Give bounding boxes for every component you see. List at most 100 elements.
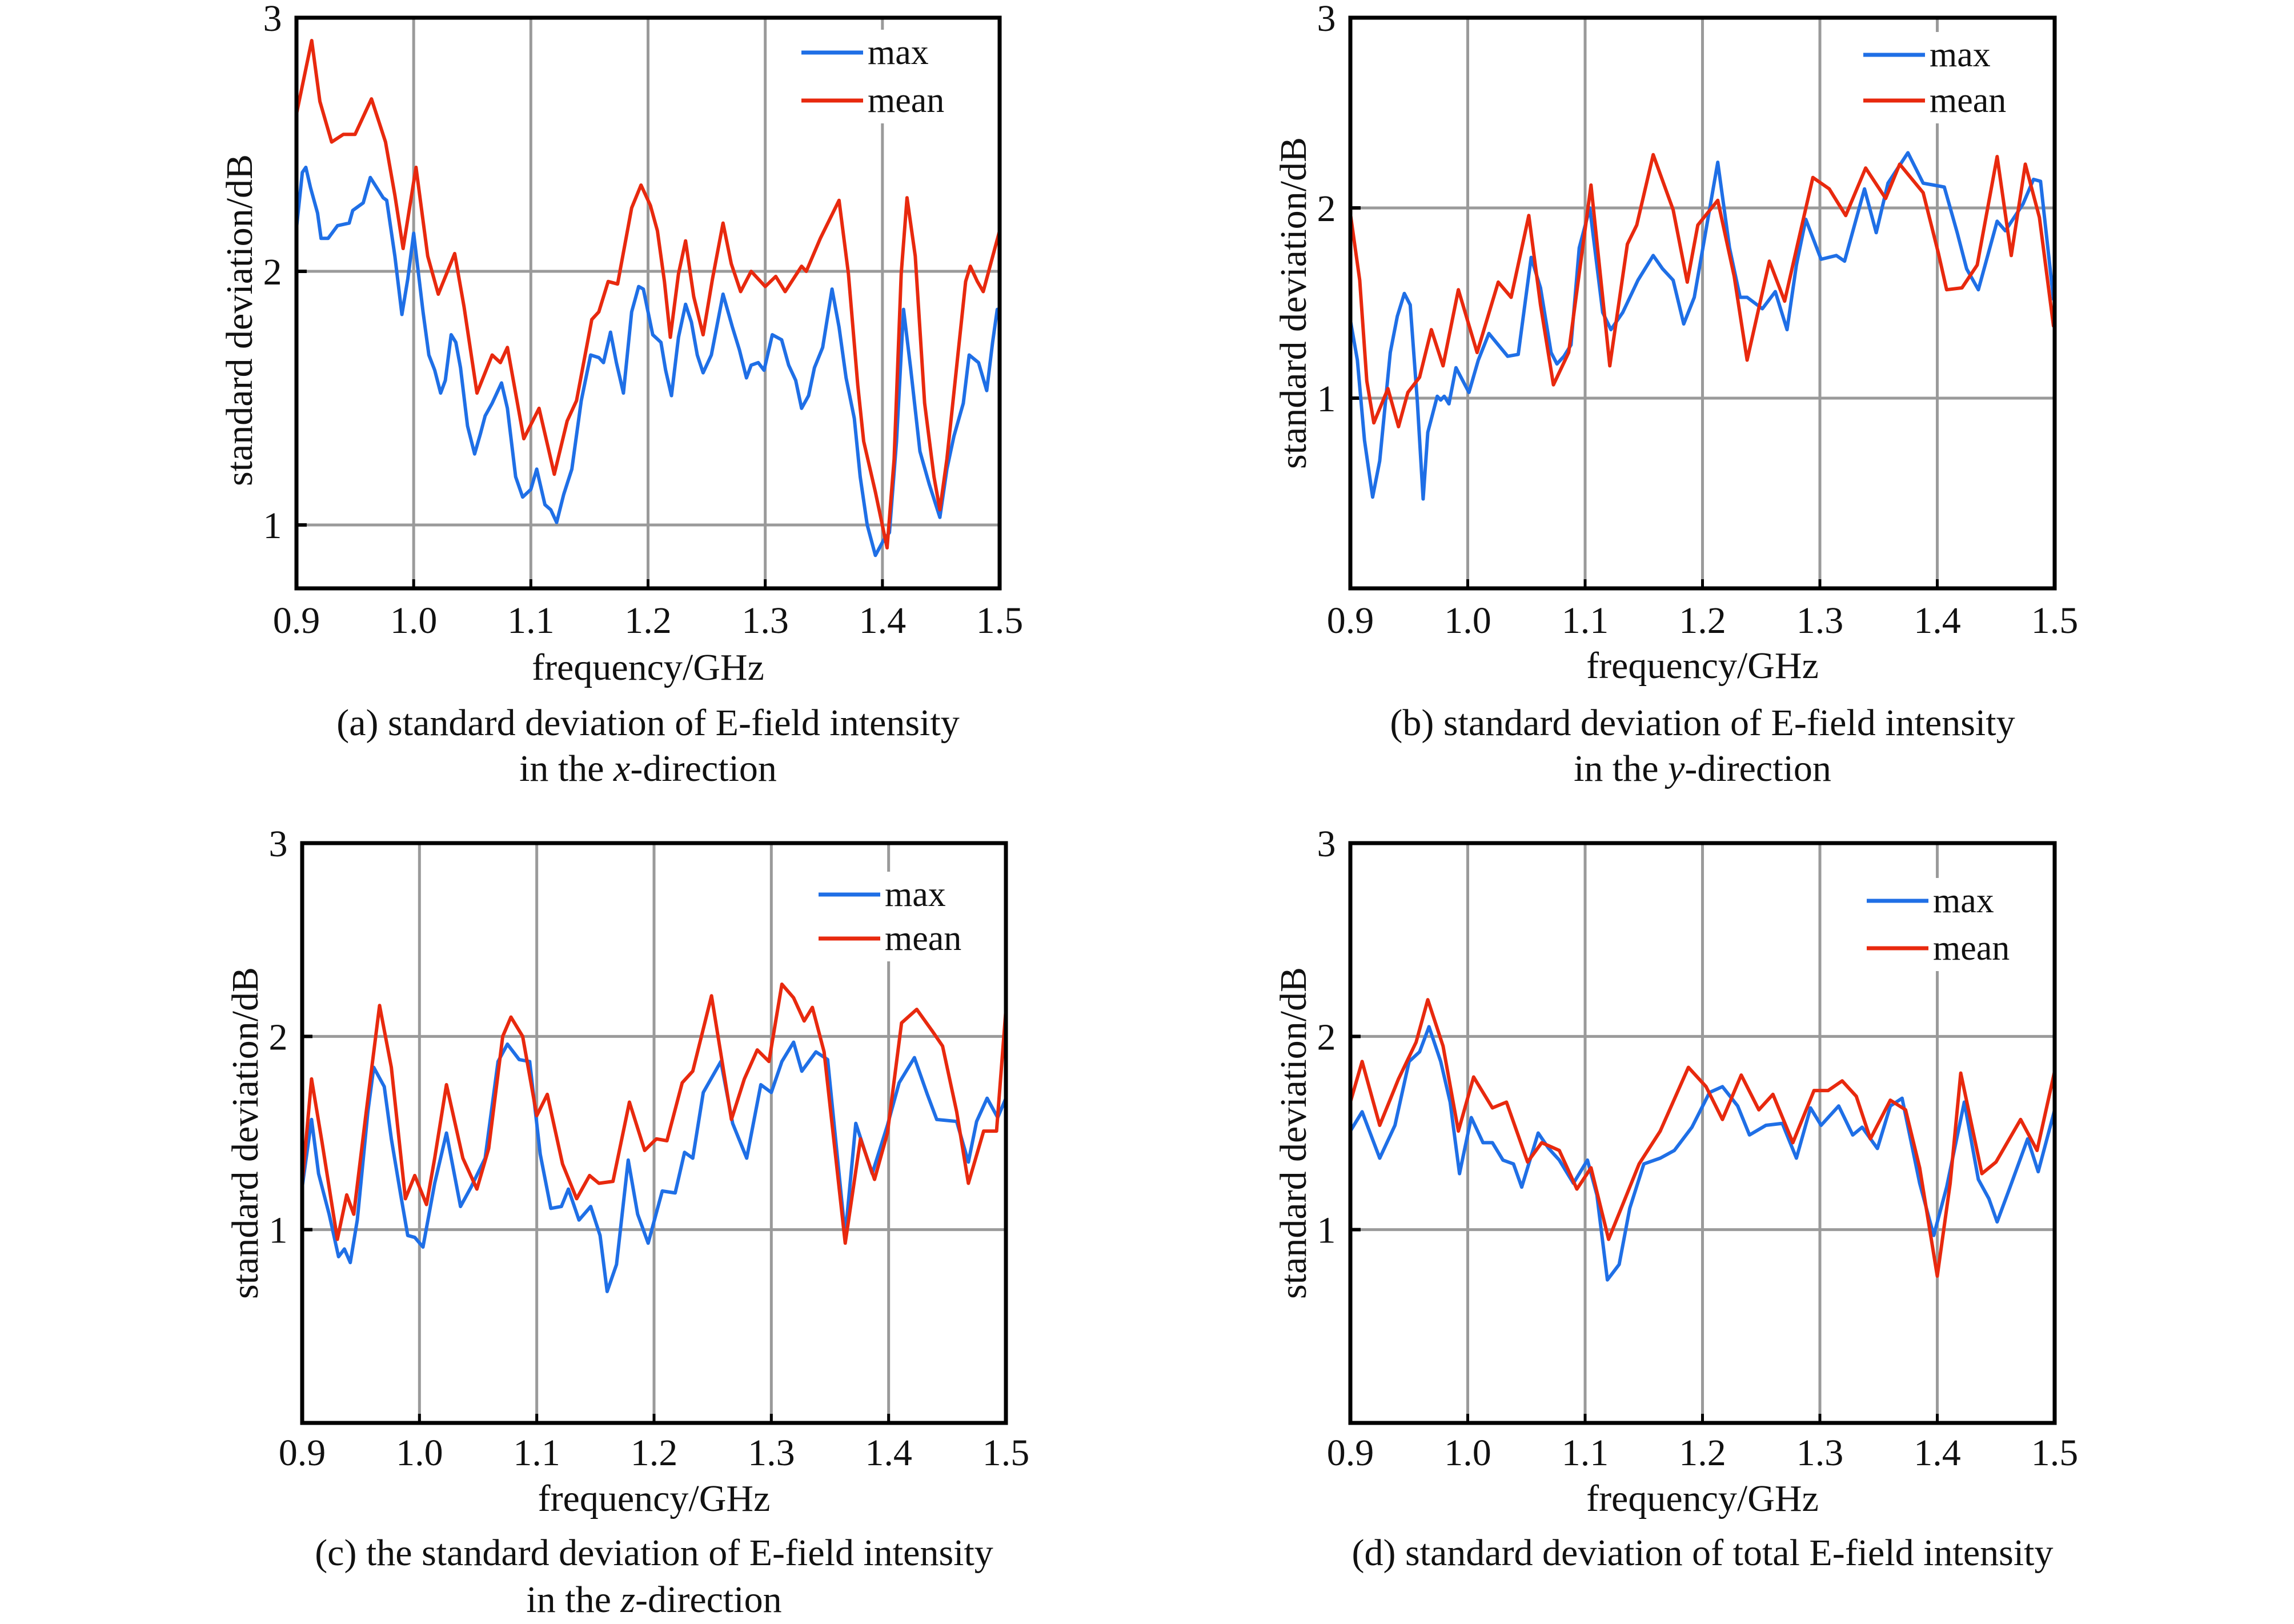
x-tick-label: 1.3 [741,600,789,641]
y-axis-title: standard deviation/dB [219,154,260,486]
plot-frame [300,841,1008,1425]
gridlines [1350,843,2055,1423]
y-tick-label: 3 [1317,0,1336,39]
legend: max mean [814,872,968,961]
x-tick-label: 1.2 [1679,1432,1726,1474]
x-tick-label: 1.1 [507,600,555,641]
chart-panel-c: max mean 0.9 1.0 1.1 1.2 1.3 1.4 1.5 1 2 3 frequency… [224,823,1029,1621]
y-tick-label: 1 [1317,1210,1336,1252]
x-tick-label: 1.4 [1914,1432,1961,1474]
legend: max mean [1859,32,2013,123]
x-tick-label: 1.4 [1914,600,1961,641]
x-tick-label: 1.5 [2031,1432,2079,1474]
y-axis-title: standard deviation/dB [1273,967,1314,1299]
legend-label-mean: mean [885,919,961,958]
legend-background [1859,32,2013,123]
caption-line: (c) the standard deviation of E-field in… [315,1532,993,1574]
series-line-max [300,1040,1008,1293]
plot-frame [1348,841,2057,1425]
caption-part: (b) standard deviation of E-field intens… [1390,702,2015,744]
x-tick-label: 0.9 [279,1432,326,1474]
y-tick-label: 3 [263,0,282,39]
x-axis-title: frequency/GHz [1586,645,1819,687]
caption-part: (d) standard deviation of total E-field … [1352,1532,2054,1574]
y-axis-title: standard deviation/dB [1273,137,1314,469]
caption-part: x [613,748,630,789]
y-tick-label: 2 [1317,1016,1336,1058]
x-tick-label: 1.5 [982,1432,1030,1474]
caption-line: (d) standard deviation of total E-field … [1352,1532,2054,1574]
legend: max mean [1862,878,2016,971]
chart-panel-d: max mean 0.9 1.0 1.1 1.2 1.3 1.4 1.5 1 2 3 frequency… [1273,823,2078,1574]
x-tick-label: 1.4 [865,1432,912,1474]
y-tick-label: 1 [1317,378,1336,420]
y-axis-title: standard deviation/dB [224,967,266,1299]
series-line-max [1349,1025,2056,1282]
caption-part: -direction [630,748,777,789]
legend-background [797,30,951,123]
series-line-max [1349,151,2055,501]
series-line-mean [1349,998,2056,1278]
y-tick-label: 2 [269,1016,288,1058]
legend-label-mean: mean [1933,929,2010,968]
plot-frame [294,15,1002,591]
legend-background [1862,878,2016,971]
y-tick-label: 3 [269,823,288,865]
gridlines [296,18,1000,588]
x-tick-label: 1.0 [1444,1432,1491,1474]
caption-part: in the [526,1579,620,1621]
x-tick-label: 1.0 [390,600,438,641]
caption-part: in the [1574,748,1668,789]
chart-panel-b: max mean 0.9 1.0 1.1 1.2 1.3 1.4 1.5 1 2 3 frequency… [1273,0,2078,789]
legend-label-max: max [885,875,946,914]
caption-part: (a) standard deviation of E-field intens… [336,702,959,744]
x-tick-label: 0.9 [273,600,320,641]
series-line-mean [295,39,1001,550]
caption-line: (a) standard deviation of E-field intens… [336,702,959,744]
caption-part: z [620,1579,635,1621]
x-tick-label: 0.9 [1327,600,1374,641]
y-tick-label: 2 [1317,188,1336,230]
x-tick-label: 1.2 [624,600,672,641]
x-tick-label: 1.1 [513,1432,560,1474]
y-tick-label: 1 [263,505,282,547]
legend-label-max: max [1930,35,1991,74]
x-axis-title: frequency/GHz [538,1478,771,1519]
legend-label-mean: mean [1930,81,2006,120]
gridlines [302,843,1006,1423]
x-tick-label: 1.3 [1796,1432,1844,1474]
x-tick-label: 1.5 [976,600,1024,641]
x-tick-label: 1.0 [1444,600,1491,641]
legend-label-max: max [868,33,929,72]
y-tick-label: 1 [269,1210,288,1252]
x-axis-title: frequency/GHz [532,647,764,688]
x-tick-label: 1.1 [1562,1432,1609,1474]
caption-part: -direction [635,1579,782,1621]
x-tick-label: 1.2 [631,1432,678,1474]
legend: max mean [797,30,951,123]
x-tick-label: 1.0 [396,1432,443,1474]
caption-line: in the y-direction [1574,748,1831,789]
x-tick-label: 1.5 [2031,600,2079,641]
caption-line: in the x-direction [519,748,777,789]
legend-background [814,872,968,961]
caption-part: in the [519,748,613,789]
x-tick-label: 1.2 [1679,600,1726,641]
caption-line: in the z-direction [526,1579,781,1621]
legend-label-max: max [1933,881,1994,920]
y-tick-label: 2 [263,251,282,293]
series-line-mean [1349,153,2055,428]
caption-line: (b) standard deviation of E-field intens… [1390,702,2015,744]
caption-part: (c) the standard deviation of E-field in… [315,1532,993,1574]
legend-label-mean: mean [868,81,944,120]
caption-part: -direction [1685,748,1831,789]
x-tick-label: 1.4 [859,600,907,641]
chart-panel-a: max mean 0.9 1.0 1.1 1.2 1.3 1.4 1.5 1 2 3 frequency… [219,0,1023,789]
series-line-mean [300,983,1008,1245]
caption-part: y [1665,748,1685,789]
x-tick-label: 0.9 [1327,1432,1374,1474]
y-tick-label: 3 [1317,823,1336,865]
series-line-max [295,166,1001,558]
x-tick-label: 1.3 [1796,600,1844,641]
